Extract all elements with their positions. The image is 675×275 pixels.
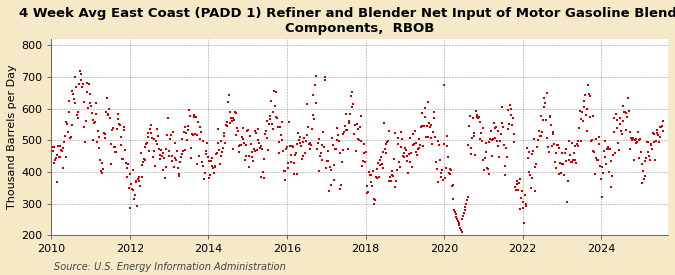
Title: 4 Week Avg East Coast (PADD 1) Refiner and Blender Net Input of Motor Gasoline B: 4 Week Avg East Coast (PADD 1) Refiner a… [19,7,675,35]
Y-axis label: Thousand Barrels per Day: Thousand Barrels per Day [7,65,17,209]
Text: Source: U.S. Energy Information Administration: Source: U.S. Energy Information Administ… [54,262,286,272]
